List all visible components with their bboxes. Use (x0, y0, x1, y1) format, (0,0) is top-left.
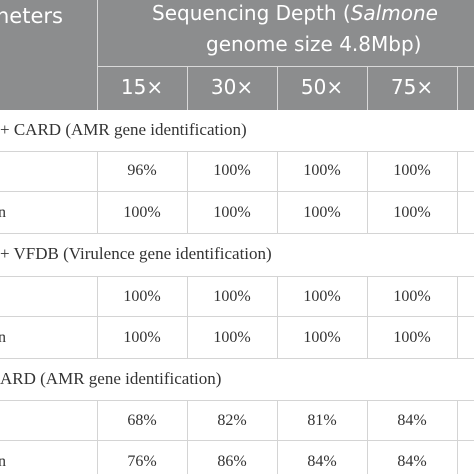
row-divider (0, 191, 474, 192)
table-cell: 100% (213, 204, 251, 221)
table-cell: 100% (393, 288, 431, 305)
column-divider (97, 276, 98, 358)
header-column-divider (97, 0, 98, 110)
row-divider (0, 276, 474, 277)
column-divider (97, 151, 98, 233)
table-cell: 100% (303, 204, 341, 221)
depth-75x-header: 75× (390, 75, 434, 99)
organism-name: Salmone (350, 1, 438, 25)
column-divider (277, 400, 278, 474)
row-label: n (0, 204, 6, 221)
row-divider (0, 400, 474, 401)
column-divider (187, 400, 188, 474)
column-divider (457, 400, 458, 474)
table-cell: 84% (307, 453, 337, 470)
table-cell: 81% (307, 412, 337, 429)
header-column-divider (457, 66, 458, 110)
table-cell: 100% (213, 329, 251, 346)
section-title-card-2: ARD (AMR gene identification) (0, 369, 222, 388)
parameters-header: neters (0, 4, 63, 28)
column-divider (277, 151, 278, 233)
depth-50x-header: 50× (300, 75, 344, 99)
table-cell: 68% (127, 412, 157, 429)
table-cell: 100% (393, 204, 431, 221)
column-divider (367, 400, 368, 474)
sequencing-depth-title: Sequencing Depth ( (152, 1, 351, 25)
header-column-divider (367, 66, 368, 110)
table-cell: 100% (123, 204, 161, 221)
row-label: n (0, 329, 6, 346)
table-cell: 100% (303, 329, 341, 346)
table-cell: 100% (393, 329, 431, 346)
depth-15x-header: 15× (120, 75, 164, 99)
table-cell: 100% (393, 162, 431, 179)
table-cell: 82% (217, 412, 247, 429)
table-cell: 100% (213, 162, 251, 179)
column-divider (187, 276, 188, 358)
section-title-vfdb: + VFDB (Virulence gene identification) (0, 244, 272, 263)
genome-size-header: genome size 4.8Mbp) (206, 32, 422, 56)
table-cell: 76% (127, 453, 157, 470)
table-cell: 100% (303, 288, 341, 305)
column-divider (457, 276, 458, 358)
row-divider (0, 233, 474, 234)
header-divider (98, 66, 474, 67)
table-cell: 100% (123, 329, 161, 346)
column-divider (97, 400, 98, 474)
table-cell: 86% (217, 453, 247, 470)
column-divider (457, 151, 458, 233)
table-cell: 84% (397, 453, 427, 470)
table-cell: 96% (127, 162, 157, 179)
depth-30x-header: 30× (210, 75, 254, 99)
row-divider (0, 151, 474, 152)
table-cell: 100% (303, 162, 341, 179)
sequencing-depth-header: Sequencing Depth (Salmone (152, 1, 438, 25)
table-cell: 100% (213, 288, 251, 305)
row-divider (0, 358, 474, 359)
column-divider (367, 276, 368, 358)
table-cell: 84% (397, 412, 427, 429)
column-divider (277, 276, 278, 358)
row-divider (0, 316, 474, 317)
row-divider (0, 440, 474, 441)
column-divider (187, 151, 188, 233)
header-column-divider (277, 66, 278, 110)
table-cell: 100% (123, 288, 161, 305)
header-column-divider (187, 66, 188, 110)
table-header: neters Sequencing Depth (Salmone genome … (0, 0, 474, 110)
row-label: n (0, 453, 6, 470)
section-title-card: + CARD (AMR gene identification) (0, 120, 247, 139)
column-divider (367, 151, 368, 233)
